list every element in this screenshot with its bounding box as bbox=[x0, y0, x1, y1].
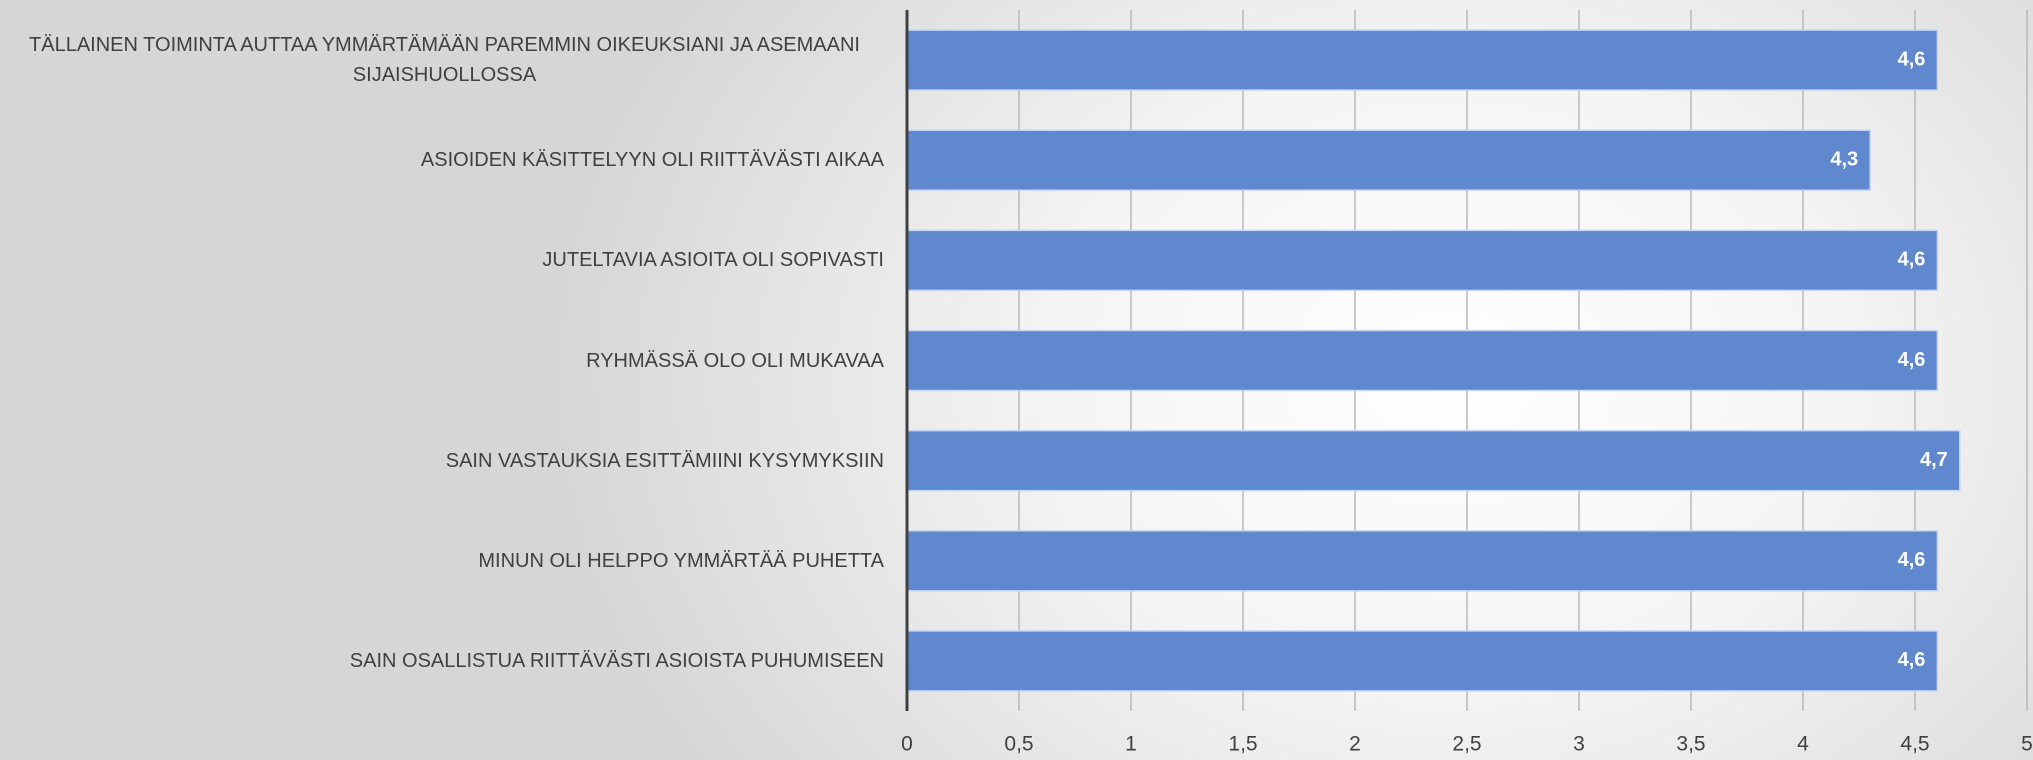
bar bbox=[906, 429, 1961, 492]
bar bbox=[906, 29, 1939, 91]
x-tick-label: 3,5 bbox=[1676, 733, 1705, 756]
data-label: 4,3 bbox=[1830, 148, 1858, 170]
bar bbox=[906, 129, 1871, 191]
data-label: 4,7 bbox=[1920, 449, 1948, 471]
bar bbox=[906, 229, 1939, 292]
y-tick-label: ASIOIDEN KÄSITTELYYN OLI RIITTÄVÄSTI AIK… bbox=[420, 149, 884, 172]
data-label: 4,6 bbox=[1898, 549, 1926, 571]
x-tick-label: 4,5 bbox=[1900, 733, 1929, 756]
x-tick-label: 0 bbox=[901, 733, 913, 756]
data-label: 4,6 bbox=[1898, 249, 1926, 271]
category-label-box: ASIOIDEN KÄSITTELYYN OLI RIITTÄVÄSTI AIK… bbox=[5, 125, 884, 195]
x-tick-label: 5 bbox=[2021, 733, 2033, 756]
category-label-box: TÄLLAINEN TOIMINTA AUTTAA YMMÄRTÄMÄÄN PA… bbox=[5, 25, 884, 95]
data-label: 4,6 bbox=[1898, 48, 1926, 70]
x-tick-label: 3 bbox=[1573, 733, 1585, 756]
y-tick-label: JUTELTAVIA ASIOITA OLI SOPIVASTI bbox=[542, 249, 884, 272]
bar bbox=[906, 329, 1939, 392]
x-tick-label: 2 bbox=[1349, 733, 1361, 756]
y-tick-label: TÄLLAINEN TOIMINTA AUTTAA YMMÄRTÄMÄÄN PA… bbox=[29, 34, 860, 87]
bar bbox=[906, 530, 1939, 592]
x-tick-label: 1,5 bbox=[1228, 733, 1257, 756]
y-tick-label: MINUN OLI HELPPO YMMÄRTÄÄ PUHETTA bbox=[478, 549, 884, 572]
y-tick-label: SAIN VASTAUKSIA ESITTÄMIINI KYSYMYKSIIN bbox=[445, 449, 884, 472]
category-label-box: SAIN OSALLISTUA RIITTÄVÄSTI ASIOISTA PUH… bbox=[5, 626, 884, 696]
x-tick-label: 1 bbox=[1125, 733, 1137, 756]
bar bbox=[906, 630, 1939, 692]
category-label-box: RYHMÄSSÄ OLO OLI MUKAVAA bbox=[5, 326, 884, 396]
category-label-box: JUTELTAVIA ASIOITA OLI SOPIVASTI bbox=[5, 225, 884, 295]
x-tick-label: 2,5 bbox=[1452, 733, 1481, 756]
x-tick-label: 4 bbox=[1797, 733, 1809, 756]
category-label-box: MINUN OLI HELPPO YMMÄRTÄÄ PUHETTA bbox=[5, 526, 884, 596]
data-label: 4,6 bbox=[1898, 349, 1926, 371]
data-label: 4,6 bbox=[1898, 649, 1926, 671]
category-label-box: SAIN VASTAUKSIA ESITTÄMIINI KYSYMYKSIIN bbox=[5, 426, 884, 496]
y-tick-label: SAIN OSALLISTUA RIITTÄVÄSTI ASIOISTA PUH… bbox=[349, 649, 884, 672]
y-tick-label: RYHMÄSSÄ OLO OLI MUKAVAA bbox=[586, 349, 884, 372]
x-tick-label: 0,5 bbox=[1004, 733, 1033, 756]
